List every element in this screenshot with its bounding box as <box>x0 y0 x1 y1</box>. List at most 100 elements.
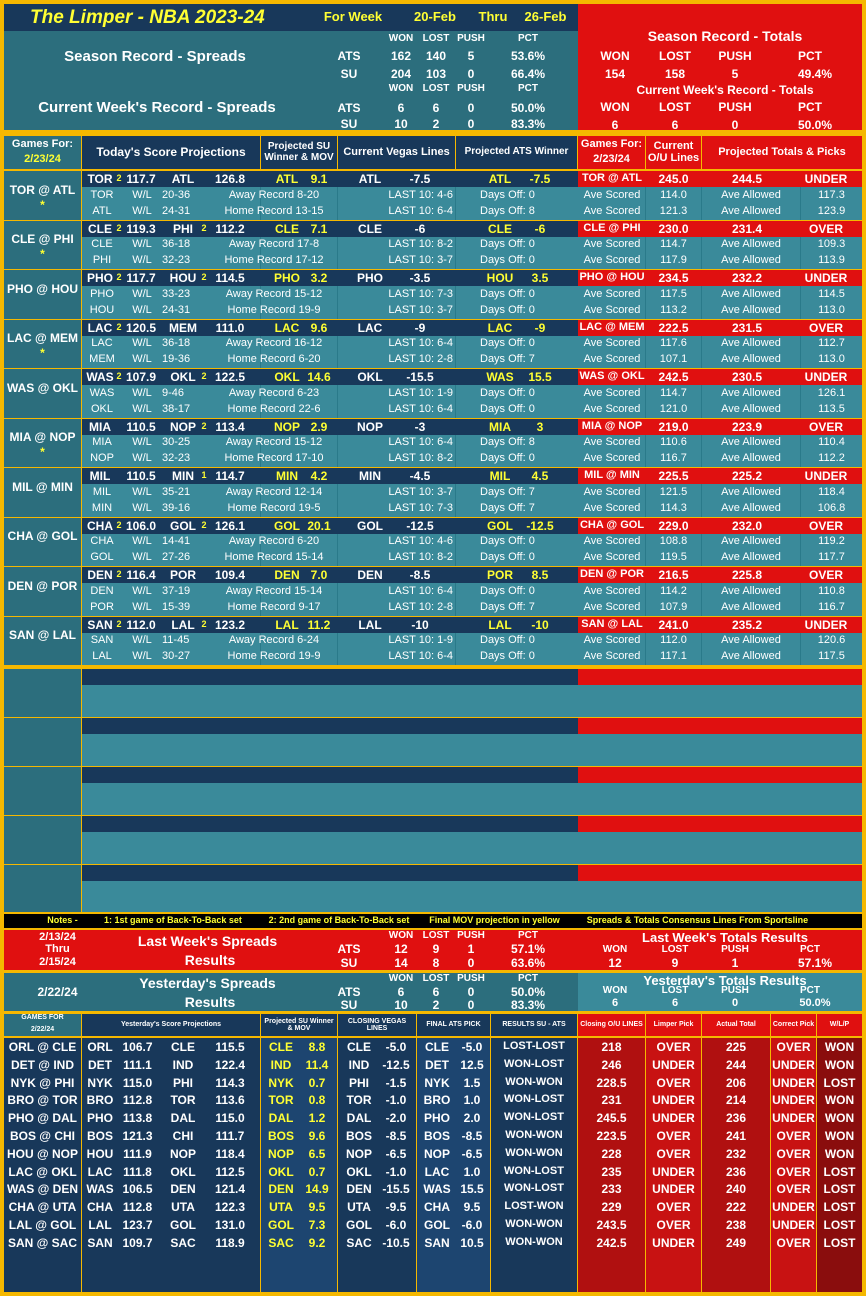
ave-scored: 114.2 <box>660 584 687 597</box>
y-wlp: WON <box>824 1110 855 1125</box>
y-su: BOS <box>267 1128 294 1143</box>
y-actual: 244 <box>725 1057 747 1072</box>
empty-detail-red <box>578 881 862 912</box>
sep <box>701 534 702 566</box>
pct: 50.0% <box>510 100 546 115</box>
games-date: 2/23/24 <box>24 152 61 165</box>
split-record: Away Record 15-14 <box>225 584 323 597</box>
empty-detail <box>82 783 578 815</box>
empty-top <box>82 767 578 783</box>
days-off: Days Off: 0 <box>480 188 535 201</box>
away-team: MIL <box>89 468 111 483</box>
vegas-line: -15.5 <box>406 369 434 384</box>
ats-line: -6 <box>534 221 546 236</box>
y-su: NYK <box>268 1075 294 1090</box>
matchup-cell <box>4 171 81 220</box>
col-head: WON <box>602 944 628 955</box>
team: OKL <box>90 403 113 416</box>
away-score: 116.4 <box>126 567 156 582</box>
ave-scored-label: Ave Scored <box>583 634 641 647</box>
empty-top-red <box>578 767 862 783</box>
matchup-cell <box>4 270 81 319</box>
matchup: TOR @ ATL <box>9 182 76 197</box>
y-away: WAS <box>86 1181 114 1196</box>
wl-record: 37-19 <box>162 584 191 597</box>
vegas-team: LAL <box>358 617 382 632</box>
won: 204 <box>390 66 412 81</box>
sep <box>701 336 702 368</box>
wl-record: 32-23 <box>162 452 191 465</box>
team: SAN <box>90 634 114 647</box>
ave-allowed-label: Ave Allowed <box>721 551 781 564</box>
y-wlp: LOST <box>823 1181 856 1196</box>
sep <box>4 864 81 865</box>
pct: 83.3% <box>510 998 546 1012</box>
y-correct: UNDER <box>772 1092 815 1107</box>
col-head: WON <box>388 973 414 985</box>
y-game: WAS @ DEN <box>6 1181 79 1196</box>
su-label: Projected SU Winner & MOV <box>264 141 334 163</box>
y-vegas-line: -8.5 <box>385 1128 407 1143</box>
y-final-team: SAN <box>424 1235 450 1250</box>
lw-totals-title: Last Week's Totals Results <box>642 930 808 945</box>
won: 6 <box>397 100 405 115</box>
col-head: PUSH <box>718 48 752 63</box>
totals-picks-head <box>702 136 862 169</box>
days-off: Days Off: 0 <box>480 386 535 399</box>
ave-allowed: 116.7 <box>818 601 845 614</box>
matchup-cell <box>4 320 81 368</box>
y-final-line: 1.5 <box>463 1075 481 1090</box>
days-off: Days Off: 0 <box>480 304 535 317</box>
ats-line: 8.5 <box>531 567 549 582</box>
proj-total: 232.2 <box>731 270 763 285</box>
won: 10 <box>394 116 408 131</box>
split-record: Away Record 6-20 <box>228 535 320 548</box>
ou-line: 241.0 <box>658 617 689 632</box>
team: ATL <box>92 205 112 218</box>
ats-team: LAL <box>488 617 512 632</box>
ats-team: MIA <box>489 419 511 434</box>
vegas-line: -4.5 <box>409 468 431 483</box>
push: 0 <box>467 985 475 999</box>
split-record: Home Record 22-6 <box>227 403 321 416</box>
ave-scored: 114.7 <box>660 386 687 399</box>
split-record: Home Record 17-12 <box>224 254 324 267</box>
proj-total: 225.8 <box>731 567 763 582</box>
y-actual: 206 <box>725 1075 747 1090</box>
y-col-bg <box>578 1038 645 1292</box>
y-ou: 246 <box>601 1057 622 1072</box>
last-10: LAST 10: 6-4 <box>388 436 453 449</box>
ave-scored-label: Ave Scored <box>583 205 641 218</box>
ats-line: 4.5 <box>531 468 549 483</box>
su-mov: 9.1 <box>310 171 328 186</box>
wl-record: 39-16 <box>162 502 191 515</box>
su-winner: LAC <box>274 320 300 335</box>
totals-matchup: MIL @ MIN <box>584 469 640 482</box>
matchup: SAN @ LAL <box>8 627 77 642</box>
totals-top-row <box>578 567 862 583</box>
totals-top-row <box>578 221 862 237</box>
y-final-team: LAC <box>424 1164 450 1179</box>
y-vegas-team: GOL <box>346 1217 372 1232</box>
y-limper-pick: UNDER <box>652 1110 695 1125</box>
season-spreads-title: Season Record - Spreads <box>64 48 246 66</box>
thru-label: Thru <box>478 9 508 25</box>
b2b-flag: 2 <box>201 520 207 531</box>
y-final-line: -6.0 <box>461 1217 483 1232</box>
empty-top-red <box>578 865 862 881</box>
days-off: Days Off: 8 <box>480 436 535 449</box>
y-vegas-line: -9.5 <box>385 1199 407 1214</box>
wl-label: W/L <box>132 535 152 548</box>
sep <box>260 484 261 517</box>
ave-allowed-label: Ave Allowed <box>721 386 781 399</box>
col-head: LOST <box>661 986 689 997</box>
y-correct: OVER <box>776 1128 811 1143</box>
b2b-flag: 2 <box>116 371 122 382</box>
vegas-line: -8.5 <box>409 567 431 582</box>
days-off: Days Off: 0 <box>480 287 535 300</box>
y-home-score: 131.0 <box>214 1217 246 1232</box>
vegas-line: -9 <box>414 320 426 335</box>
totals-detail <box>578 336 862 368</box>
y-result: WON-WON <box>505 1147 563 1160</box>
ave-allowed: 113.0 <box>818 353 845 366</box>
